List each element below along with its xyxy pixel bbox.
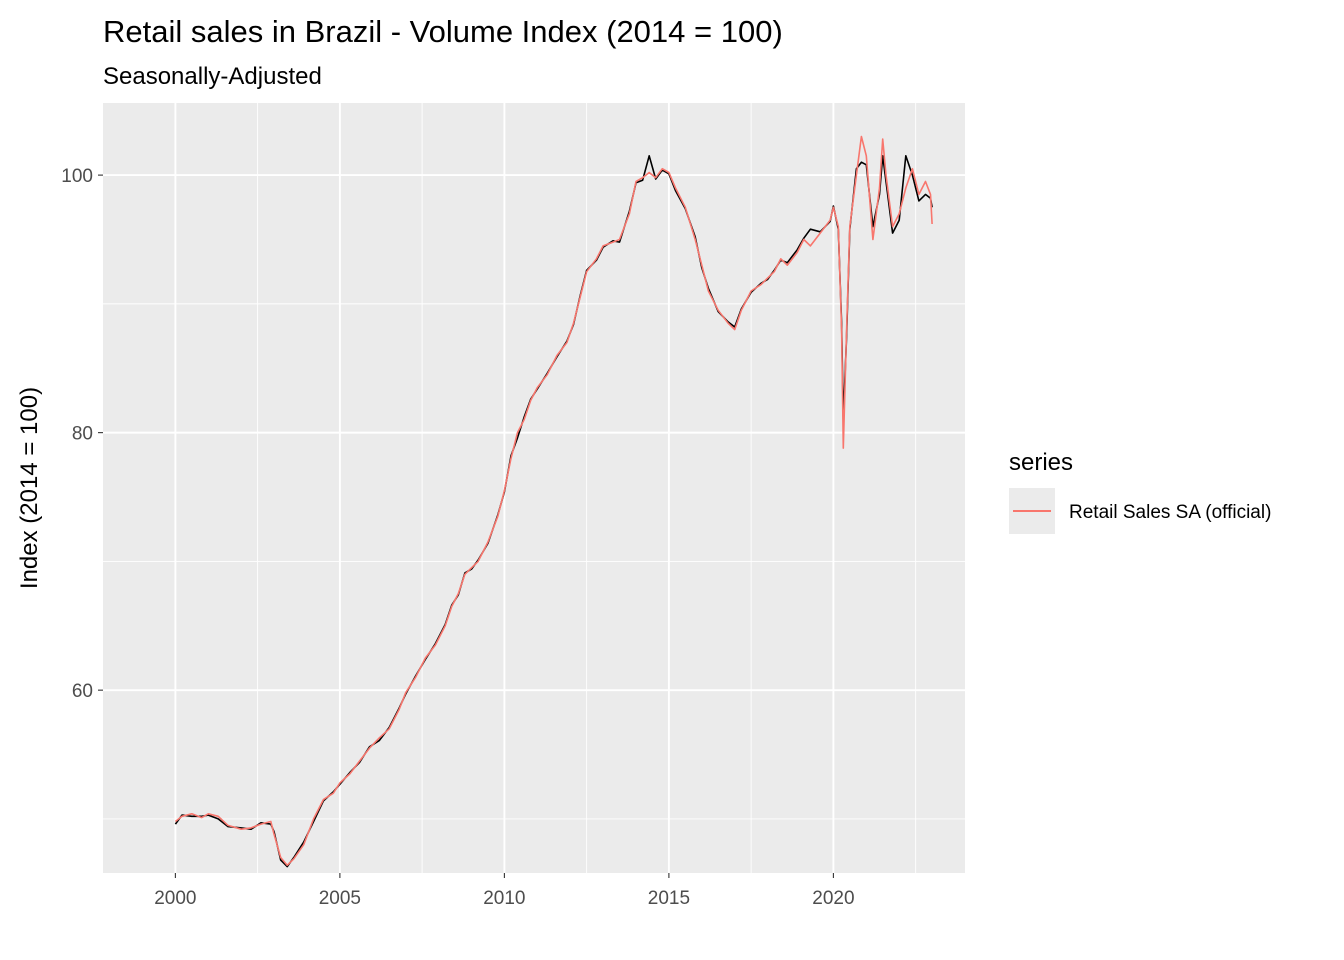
chart-title: Retail sales in Brazil - Volume Index (2… [103,14,783,49]
y-axis-title: Index (2014 = 100) [16,387,43,589]
x-tick-label: 2010 [483,888,525,909]
x-axis: 2000 2005 2010 2015 2020 [154,873,855,909]
legend-title: series [1009,449,1073,476]
legend-label: Retail Sales SA (official) [1069,502,1271,523]
series-line [174,135,933,867]
x-tick-label: 2000 [154,888,196,909]
x-tick-label: 2020 [812,888,854,909]
y-tick-label: 60 [72,681,93,702]
chart-subtitle: Seasonally-Adjusted [103,63,322,90]
series-lines [174,135,933,868]
y-tick-label: 80 [72,424,93,445]
x-tick-label: 2005 [319,888,361,909]
grid-minor [103,103,965,873]
legend: series Retail Sales SA (official) [1009,449,1271,534]
x-tick-label: 2015 [648,888,690,909]
y-tick-label: 100 [61,166,93,187]
y-axis: 60 80 100 [61,166,103,702]
